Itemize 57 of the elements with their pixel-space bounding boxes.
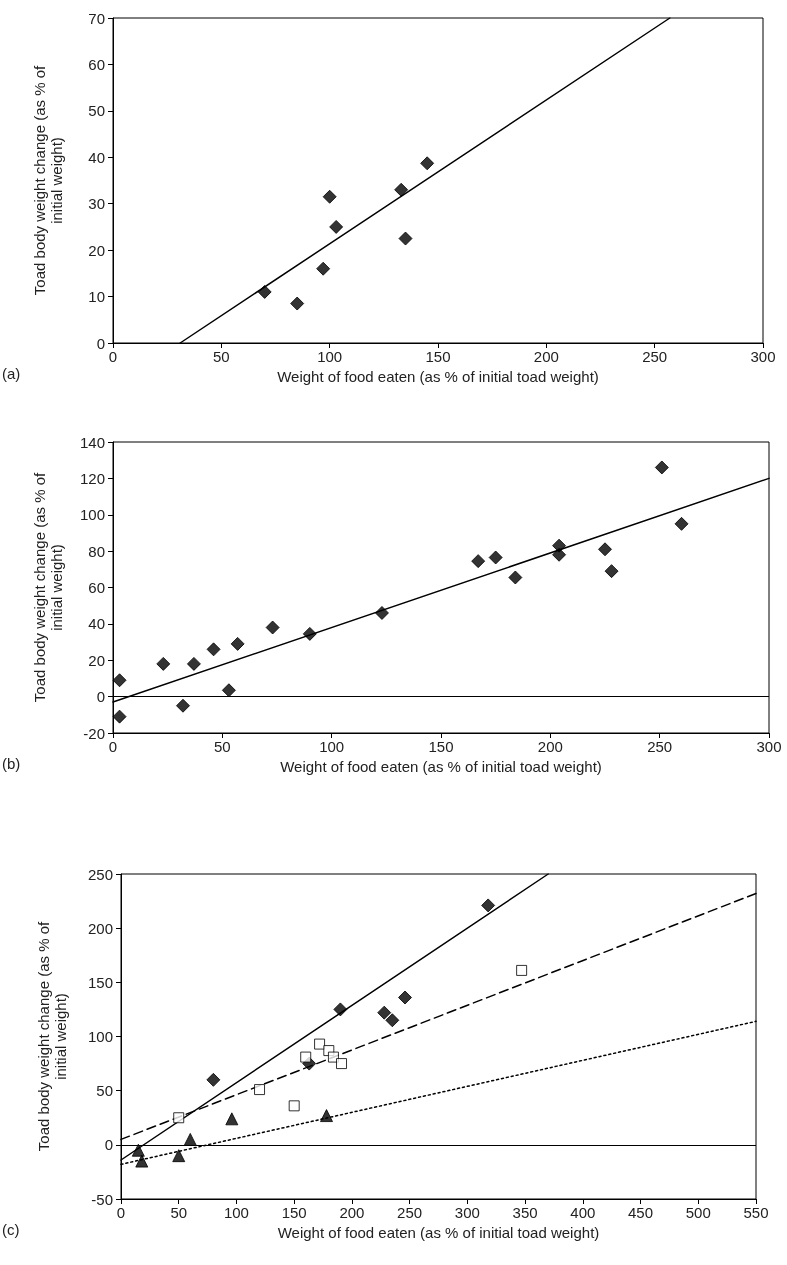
y-tick-label: 20 [88,651,105,669]
x-tick-label: 50 [213,738,231,755]
y-tick-label: 100 [87,1028,113,1045]
x-tick-label: 200 [339,1204,365,1221]
y-axis-title: Toad body weight change (as % of initial weight) [31,65,65,296]
y-tick-label: 10 [88,288,105,306]
y-tick-label: 0 [96,688,105,706]
x-tick-label: 250 [642,348,668,365]
y-tick-label: 0 [96,334,105,352]
y-tick-label: 70 [88,9,105,27]
y-tick-label: -50 [91,1190,113,1208]
x-tick-label: 250 [397,1204,423,1221]
y-axis-title: Toad body weight change (as % of initial weight) [31,472,65,703]
x-tick-label: 300 [756,738,782,755]
x-tick-label: 150 [425,348,451,365]
y-tick-label: 0 [104,1136,113,1154]
y-tick-label: 80 [88,542,105,560]
y-tick-label: 30 [88,195,105,213]
x-tick-label: 150 [281,1204,307,1221]
y-axis-title: Toad body weight change (as % of initial weight) [35,921,69,1152]
y-tick-label: 150 [87,973,113,991]
x-tick-label: 450 [628,1204,654,1221]
y-tick-label: 40 [88,148,105,166]
text: (c) [2,1221,20,1238]
y-tick-label: 200 [87,919,113,937]
y-tick-label: 250 [87,865,113,883]
x-axis-title: Weight of food eaten (as % of initial toad weight) [280,757,602,775]
x-tick-label: 300 [454,1204,480,1221]
text: (a) [2,365,21,382]
x-tick-label: 300 [750,348,776,365]
y-tick-label: 40 [88,615,105,633]
y-tick-label: 60 [88,579,105,596]
y-tick-label: 60 [88,55,105,73]
x-tick-label: 500 [685,1204,711,1221]
y-tick-label: 50 [96,1082,113,1100]
y-tick-label: 50 [88,102,105,120]
x-tick-label: 100 [223,1204,249,1221]
x-tick-label: 250 [647,738,673,755]
x-tick-label: 50 [170,1204,188,1221]
y-tick-label: 140 [79,433,105,451]
y-tick-label: -20 [83,724,105,742]
x-tick-label: 100 [319,738,345,755]
x-axis-title: Weight of food eaten (as % of initial toad weight) [277,1223,600,1241]
y-tick-label: 20 [88,241,105,259]
x-tick-label: 400 [570,1204,596,1221]
x-tick-label: 200 [537,738,563,755]
x-tick-label: 0 [116,1204,126,1221]
x-tick-label: 550 [743,1204,769,1221]
x-tick-label: 150 [428,738,454,755]
y-tick-label: 100 [79,506,105,524]
x-tick-label: 200 [533,348,559,365]
x-tick-label: 350 [512,1204,538,1221]
x-axis-title: Weight of food eaten (as % of initial toad weight) [277,367,599,385]
text: (b) [2,755,21,772]
x-tick-label: 50 [212,348,230,365]
y-tick-label: 120 [79,469,105,487]
x-tick-label: 100 [317,348,343,365]
